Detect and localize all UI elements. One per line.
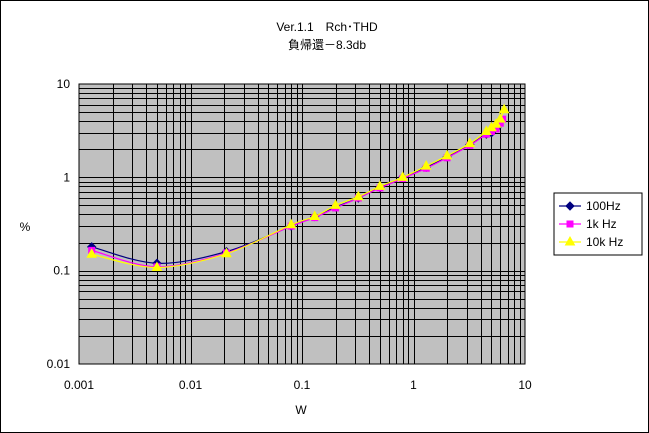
data-point [498,103,510,114]
legend-marker [564,235,576,246]
chart-subtitle: 負帰還－8.3db [288,38,366,52]
data-point [309,210,321,221]
series-layer [86,103,510,272]
data-point [464,137,476,148]
legend-item: 100Hz [559,199,621,213]
data-point [221,247,232,258]
y-tick-label: 10 [57,77,71,91]
x-axis-title: W [295,403,307,417]
legend-marker [565,201,575,211]
y-tick-label: 1 [63,170,70,184]
data-point [441,149,453,160]
data-point [397,171,409,181]
plot-area [78,83,526,365]
legend-label: 1k Hz [586,217,617,231]
legend-label: 100Hz [586,199,621,213]
legend-marker [566,220,574,228]
data-point [490,118,502,128]
axis-ticks: 0.001 0.01 0.1 1 10 0.01 0.1 1 10 [47,77,532,392]
data-point [86,248,98,258]
data-point [285,218,297,229]
series-2 [86,103,510,272]
chart-title: Ver.1.1 Rch･THD [276,20,378,34]
data-point [420,160,432,170]
x-tick-label: 10 [518,378,532,392]
x-tick-label: 0.001 [64,378,94,392]
data-point [330,199,341,209]
data-point [352,190,364,201]
x-tick-label: 0.1 [294,378,311,392]
data-point [374,180,386,190]
legend-item: 1k Hz [559,217,617,231]
x-tick-label: 0.01 [179,378,203,392]
data-point [494,113,506,123]
data-point [151,261,163,272]
legend-label: 10k Hz [586,235,623,249]
legend: 100Hz 1k Hz 10k Hz [553,192,643,256]
y-tick-label: 0.01 [47,357,71,371]
y-axis-title: % [20,220,31,234]
legend-item: 10k Hz [559,235,623,249]
y-tick-label: 0.1 [53,264,70,278]
x-tick-label: 1 [410,378,417,392]
